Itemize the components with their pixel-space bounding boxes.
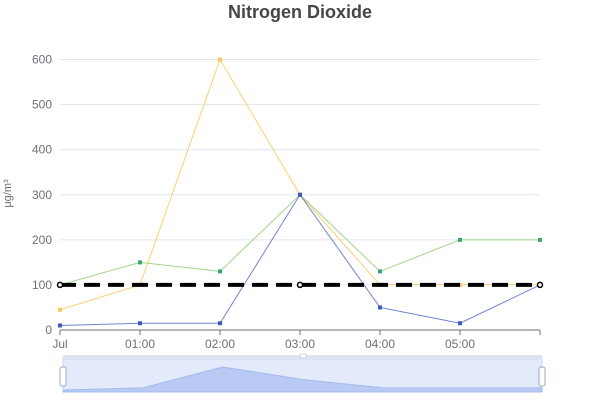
threshold-marker xyxy=(56,281,64,289)
y-tick-label: 400 xyxy=(32,143,52,157)
x-tick-label: 05:00 xyxy=(445,337,475,351)
x-tick-label: 03:00 xyxy=(285,337,315,351)
zoom-handle[interactable] xyxy=(59,366,67,387)
zoom-selected-range[interactable] xyxy=(63,357,542,392)
data-point[interactable] xyxy=(218,269,222,274)
series-line xyxy=(59,193,541,326)
data-point[interactable] xyxy=(458,237,462,242)
y-tick-label: 0 xyxy=(45,323,52,337)
x-tick-label: Jul xyxy=(52,337,67,351)
series-line xyxy=(59,58,540,311)
chart-title: Nitrogen Dioxide xyxy=(227,2,372,22)
data-point[interactable] xyxy=(138,260,142,265)
x-tick-label: 04:00 xyxy=(365,337,395,351)
zoom-move-handle[interactable] xyxy=(299,353,307,359)
threshold-marker xyxy=(536,281,544,289)
x-tick-label: 01:00 xyxy=(125,337,155,351)
data-point[interactable] xyxy=(298,192,302,197)
data-point[interactable] xyxy=(58,323,62,328)
x-tick-label: 02:00 xyxy=(205,337,235,351)
y-tick-label: 200 xyxy=(32,233,52,247)
y-tick-label: 300 xyxy=(32,188,52,202)
grid-lines xyxy=(60,59,540,286)
y-axis-label: μg/m³ xyxy=(2,179,14,208)
threshold-line-group xyxy=(56,281,544,289)
data-point[interactable] xyxy=(378,269,382,274)
data-point[interactable] xyxy=(538,237,542,242)
y-tick-label: 100 xyxy=(32,278,52,292)
axes: 0 100 200 300 400 500 600 Jul 01:00 02:00 03:00 04:… xyxy=(2,53,541,351)
data-point[interactable] xyxy=(458,321,462,326)
data-point[interactable] xyxy=(218,321,222,326)
y-tick-label: 600 xyxy=(32,53,52,67)
data-point[interactable] xyxy=(218,57,222,62)
zoom-handle[interactable] xyxy=(538,366,546,387)
y-tick-label: 500 xyxy=(32,98,52,112)
threshold-marker xyxy=(296,281,304,289)
zoom-overview-area xyxy=(62,366,543,393)
data-point[interactable] xyxy=(138,321,142,326)
data-point[interactable] xyxy=(378,305,382,310)
data-zoom-slider[interactable] xyxy=(59,353,546,393)
data-point[interactable] xyxy=(58,307,62,312)
